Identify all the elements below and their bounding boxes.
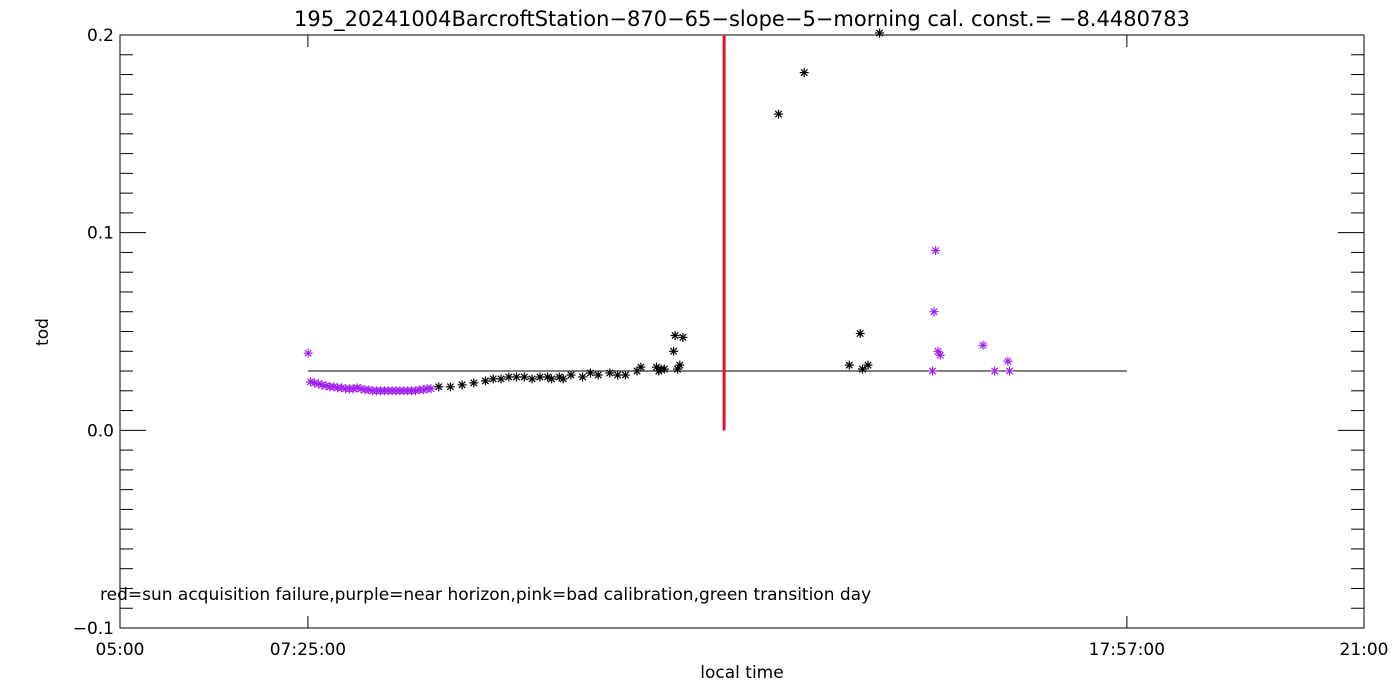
near-horizon-point xyxy=(990,366,1000,376)
x-tick-label: 07:25:00 xyxy=(270,640,346,660)
legend-note: red=sun acquisition failure,purple=near … xyxy=(100,585,871,605)
data-point xyxy=(875,28,885,38)
y-tick-label: 0.1 xyxy=(87,224,114,244)
x-tick-label: 17:57:00 xyxy=(1089,640,1165,660)
near-horizon-point xyxy=(933,346,943,356)
data-point xyxy=(669,346,679,356)
data-point xyxy=(659,364,669,374)
near-horizon-point xyxy=(303,348,313,358)
data-point xyxy=(535,372,545,382)
data-point xyxy=(632,366,642,376)
data-point xyxy=(445,382,455,392)
data-point xyxy=(566,370,576,380)
data-point xyxy=(593,370,603,380)
near-horizon-point xyxy=(978,340,988,350)
x-tick-label: 21:00 xyxy=(1340,640,1389,660)
near-horizon-point xyxy=(928,366,937,376)
data-point xyxy=(547,374,556,384)
data-point xyxy=(673,364,682,374)
y-tick-label: 0.0 xyxy=(87,421,114,441)
data-point xyxy=(434,382,444,392)
near-horizon-point xyxy=(1005,366,1014,376)
x-tick-label: 05:00 xyxy=(96,640,145,660)
data-point xyxy=(578,372,588,382)
data-point xyxy=(863,360,873,370)
x-axis-label: local time xyxy=(700,663,783,683)
plot-frame xyxy=(119,34,1365,629)
data-point xyxy=(844,360,854,370)
data-point xyxy=(504,372,514,382)
data-point xyxy=(558,374,568,384)
data-point xyxy=(636,362,646,372)
near-horizon-point xyxy=(929,307,939,317)
data-point xyxy=(620,370,630,380)
y-axis-label: tod xyxy=(33,318,53,346)
chart-title: 195_20241004BarcroftStation−870−65−slope… xyxy=(294,7,1190,32)
data-point xyxy=(585,368,595,378)
data-point xyxy=(799,68,809,78)
data-point xyxy=(613,370,623,380)
data-point xyxy=(678,332,688,342)
data-point xyxy=(858,364,867,374)
data-points xyxy=(303,28,1014,396)
data-point xyxy=(675,360,685,370)
near-horizon-point xyxy=(931,246,941,255)
data-point xyxy=(774,109,783,119)
data-point xyxy=(469,378,479,388)
axis-ticks: −0.1 0.0 0.1 0.2 05:00 07:25:00 17:57:00 21:00 xyxy=(73,26,1389,660)
data-point xyxy=(527,374,537,384)
data-point xyxy=(457,380,467,390)
y-tick-label: −0.1 xyxy=(73,619,114,639)
data-point xyxy=(519,372,529,382)
data-point xyxy=(670,331,680,340)
y-tick-label: 0.2 xyxy=(87,26,114,46)
data-point xyxy=(480,376,490,386)
near-horizon-point xyxy=(1003,356,1013,366)
near-horizon-point xyxy=(935,350,945,360)
data-point xyxy=(488,374,498,384)
data-point xyxy=(512,372,521,382)
data-point xyxy=(855,329,865,338)
data-point xyxy=(605,368,615,378)
data-point xyxy=(496,374,506,384)
near-horizon-point xyxy=(426,384,436,394)
